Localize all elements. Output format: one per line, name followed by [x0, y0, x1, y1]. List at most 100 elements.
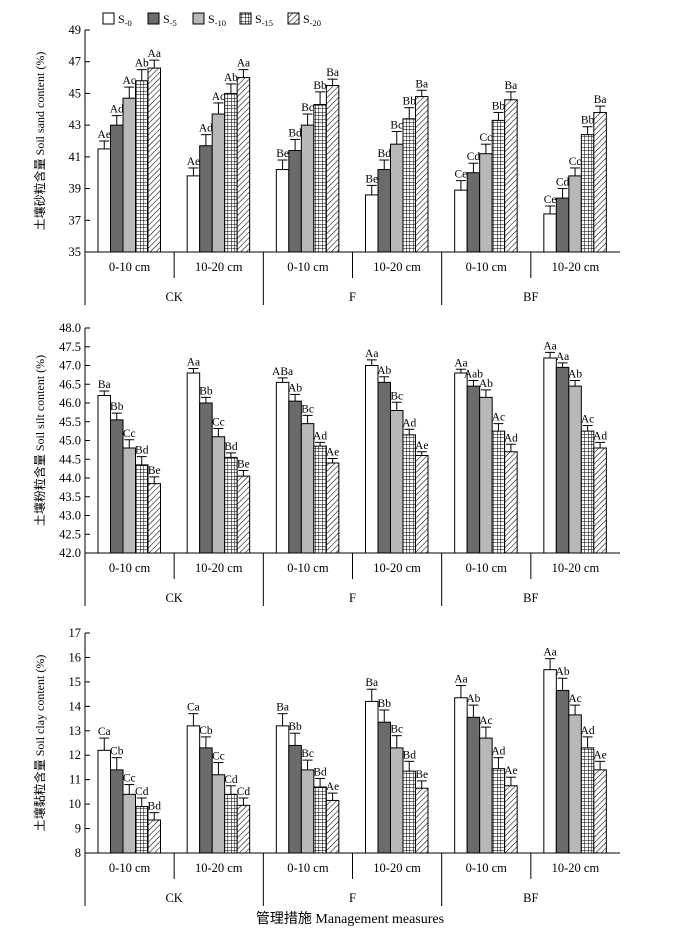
bar-group: Ac [479, 715, 493, 854]
significance-label: Aa [148, 48, 161, 60]
bar [504, 451, 518, 554]
bar-group: Bb [580, 115, 595, 253]
bar-group: Bd [147, 801, 161, 854]
bar [504, 785, 518, 854]
y-tick-label: 37 [69, 213, 82, 227]
bar [224, 92, 238, 253]
bar-group: Cc [568, 156, 582, 253]
bar [122, 447, 136, 554]
bar [377, 169, 391, 253]
bar-group: Bc [300, 748, 315, 854]
bar [110, 124, 124, 253]
significance-label: Ba [594, 94, 607, 106]
legend-label: S-0 [118, 12, 132, 28]
significance-label: Ad [110, 104, 124, 116]
significance-label: Bb [288, 721, 302, 733]
significance-label: Cc [123, 428, 136, 440]
y-tick-label: 12 [69, 748, 82, 762]
significance-label: Ba [365, 677, 378, 689]
bar [377, 721, 391, 854]
legend: S-0 S-5 S-10 S-15 S-20 [102, 12, 321, 28]
bar-group: Ad [581, 725, 595, 854]
bar-group: Bb [491, 100, 505, 253]
depth-label: 0-10 cm [466, 260, 508, 274]
bar [147, 483, 161, 554]
significance-label: Bd [135, 445, 149, 457]
bar-group: Aa [454, 357, 468, 554]
significance-label: Ac [568, 693, 581, 705]
significance-label: Aa [543, 647, 556, 659]
significance-label: Be [148, 465, 161, 477]
bar [325, 462, 340, 554]
y-tick-label: 13 [69, 724, 82, 738]
bar-group: Cc [479, 132, 493, 253]
significance-label: Aa [543, 340, 556, 352]
significance-label: Ab [288, 382, 302, 394]
treatment-label: BF [523, 290, 538, 304]
significance-label: Ba [326, 67, 339, 79]
significance-label: Cc [480, 132, 493, 144]
bar [504, 99, 518, 253]
significance-label: Aa [454, 357, 467, 369]
bar [199, 402, 213, 554]
bar [568, 385, 582, 554]
bar-group: Aa [147, 48, 161, 253]
bar [97, 395, 111, 554]
bar-group: Cd [236, 786, 251, 854]
bar [122, 97, 136, 253]
significance-label: Be [276, 148, 289, 160]
y-tick-label: 48.0 [59, 321, 81, 335]
significance-label: Ad [199, 123, 213, 135]
legend-swatch [287, 12, 300, 25]
bar [236, 804, 251, 854]
bar-group: Bb [313, 80, 327, 253]
significance-label: Ac [123, 75, 136, 87]
bar-group: ABa [272, 366, 293, 554]
y-tick-label: 47 [69, 55, 82, 69]
bar [300, 423, 315, 554]
bar [593, 111, 607, 253]
bar [224, 456, 238, 554]
bar-group: Ab [568, 369, 582, 554]
significance-label: Ae [504, 765, 517, 777]
significance-label: Ab [224, 72, 238, 84]
depth-label: 0-10 cm [287, 561, 329, 575]
depth-label: 0-10 cm [109, 260, 151, 274]
bar [377, 381, 391, 554]
bar [313, 104, 327, 253]
significance-label: Bc [390, 119, 403, 131]
y-tick-label: 43.5 [59, 490, 81, 504]
depth-label: 10-20 cm [373, 260, 421, 274]
bar-group: Ca [186, 702, 201, 854]
significance-label: Ce [544, 194, 557, 206]
y-tick-label: 17 [69, 626, 82, 640]
significance-label: Bc [390, 390, 403, 402]
significance-label: Cd [237, 786, 251, 798]
bar-group: Ab [479, 378, 493, 554]
bar [555, 366, 570, 554]
bar [135, 464, 149, 554]
bar-group: Cc [122, 773, 136, 854]
significance-label: Ac [492, 412, 505, 424]
depth-label: 0-10 cm [109, 861, 151, 875]
significance-label: Ac [479, 715, 492, 727]
significance-label: Aa [237, 58, 250, 70]
depth-label: 10-20 cm [552, 561, 600, 575]
bar [97, 148, 111, 253]
significance-label: Ab [135, 58, 149, 70]
bar [97, 749, 111, 854]
bar-group: Ae [97, 129, 111, 253]
depth-label: 10-20 cm [195, 861, 243, 875]
bar [390, 143, 404, 253]
bar-group: Ae [415, 440, 429, 554]
bar-group: Ad [402, 417, 417, 554]
legend-label: S-20 [303, 12, 321, 28]
significance-label: Ad [491, 746, 505, 758]
bar [555, 689, 570, 854]
bar [479, 153, 493, 253]
significance-label: Ad [581, 725, 595, 737]
bar [454, 189, 468, 253]
bar-group: Ba [275, 702, 290, 854]
y-tick-label: 45.0 [59, 434, 81, 448]
treatment-label: BF [523, 591, 538, 605]
